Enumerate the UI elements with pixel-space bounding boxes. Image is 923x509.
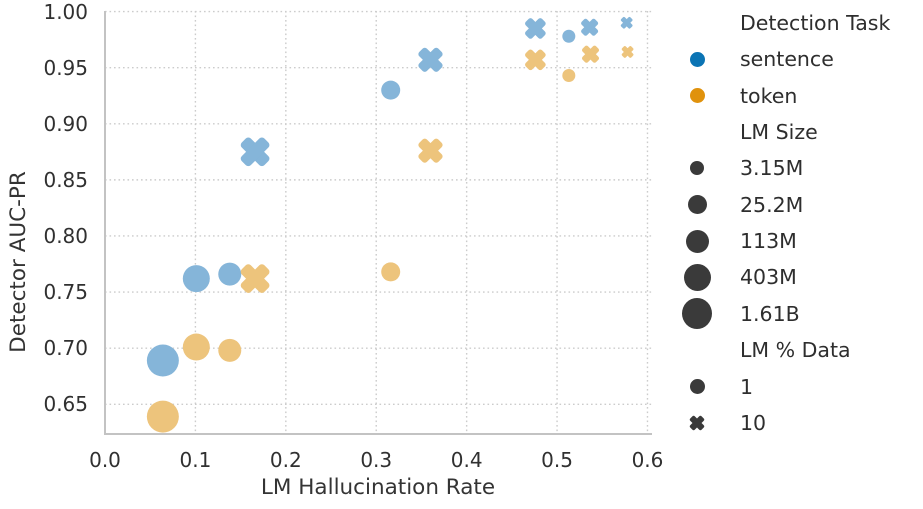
legend-item-token: token (682, 78, 797, 114)
legend-item-label: 1.61B (740, 301, 800, 326)
legend-header-label: LM Size (740, 120, 818, 145)
legend-header-label: LM % Data (740, 338, 851, 363)
point-token-1pct-1.61B (146, 400, 179, 433)
point-sentence-1pct-25.2M (381, 80, 401, 100)
legend-item-label: 113M (740, 229, 797, 254)
legend-item-label: 403M (740, 265, 797, 290)
x-tick-0.3: 0.3 (360, 448, 393, 472)
legend-header-lm-data: LM % Data (682, 332, 851, 368)
legend-item-label: 25.2M (740, 192, 804, 217)
y-tick-0.80: 0.80 (43, 223, 88, 248)
y-tick-0.95: 0.95 (43, 55, 88, 80)
point-token-1pct-403M (182, 333, 210, 361)
legend-dot (683, 263, 711, 291)
x-marker-icon (682, 413, 712, 433)
x-tick-0.1: 0.1 (179, 448, 212, 472)
dot-marker-icon (682, 263, 712, 291)
legend-dot (690, 161, 704, 176)
point-sentence-1pct-1.61B (146, 344, 179, 377)
y-tick-0.70: 0.70 (43, 336, 88, 361)
legend-item-1: 1 (682, 369, 753, 405)
y-tick-0.85: 0.85 (43, 167, 88, 192)
point-token-10pct-1.61B (240, 264, 270, 293)
point-token-1pct-3.15M (562, 69, 576, 83)
legend-dot (689, 51, 705, 67)
legend: Detection Task sentence token LM Size 3.15M 2… (682, 0, 922, 460)
point-token-1pct-25.2M (381, 262, 401, 282)
legend-dot (682, 298, 712, 330)
legend-dot (687, 195, 707, 215)
legend-item-label: 10 (740, 410, 767, 435)
point-sentence-10pct-113M (525, 18, 546, 39)
legend-item-113m: 113M (682, 223, 797, 259)
y-tick-0.90: 0.90 (43, 111, 88, 136)
y-axis-label: Detector AUC-PR (6, 171, 31, 353)
x-tick-0.5: 0.5 (541, 448, 573, 472)
x-tick-0.6: 0.6 (631, 448, 664, 472)
legend-item-25-2m: 25.2M (682, 187, 803, 223)
x-tick-0.4: 0.4 (450, 448, 483, 472)
legend-item-10: 10 (682, 405, 766, 441)
point-sentence-1pct-113M (218, 262, 242, 286)
dot-marker-icon (682, 195, 712, 215)
legend-item-label: 1 (740, 374, 754, 399)
point-sentence-1pct-3.15M (562, 29, 576, 43)
point-sentence-10pct-1.61B (240, 137, 270, 167)
point-token-1pct-113M (218, 338, 242, 362)
legend-item-1-61b: 1.61B (682, 296, 800, 332)
legend-item-403m: 403M (682, 259, 797, 295)
point-token-10pct-113M (525, 49, 546, 71)
legend-dot (689, 379, 705, 394)
legend-item-sentence: sentence (682, 41, 834, 77)
legend-dot (685, 229, 709, 253)
dot-marker-icon (682, 88, 712, 104)
dot-marker-icon (682, 161, 712, 176)
legend-header-lm-size: LM Size (682, 114, 818, 150)
point-sentence-1pct-403M (182, 265, 210, 293)
legend-item-label: sentence (740, 47, 834, 72)
dot-marker-icon (682, 229, 712, 253)
legend-header-detection-task: Detection Task (682, 5, 890, 41)
y-tick-1.00: 1.00 (43, 0, 88, 24)
legend-dot (689, 88, 705, 104)
point-sentence-10pct-3.15M (620, 16, 633, 29)
dot-marker-icon (682, 379, 712, 394)
x-tick-0.0: 0.0 (89, 448, 121, 472)
x-tick-0.2: 0.2 (269, 448, 302, 472)
legend-x-glyph (689, 415, 705, 431)
point-sentence-10pct-403M (418, 47, 443, 72)
dot-marker-icon (682, 298, 712, 330)
dot-marker-icon (682, 51, 712, 67)
point-token-10pct-25.2M (581, 45, 600, 63)
legend-item-label: token (740, 83, 798, 108)
point-token-10pct-403M (418, 138, 443, 163)
legend-header-label: Detection Task (740, 11, 891, 35)
y-tick-0.75: 0.75 (43, 280, 88, 305)
y-tick-0.65: 0.65 (43, 392, 88, 417)
legend-item-3-15m: 3.15M (682, 150, 803, 186)
point-sentence-10pct-25.2M (581, 18, 599, 36)
legend-item-label: 3.15M (740, 156, 804, 181)
x-axis-label: LM Hallucination Rate (260, 475, 496, 500)
point-token-10pct-3.15M (621, 46, 634, 58)
